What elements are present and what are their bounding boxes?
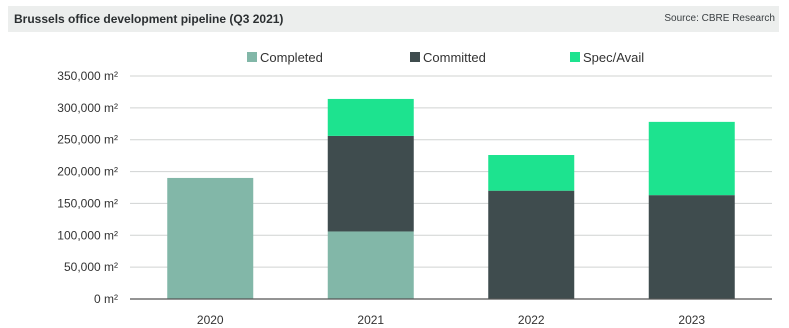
y-tick-label: 200,000 m² xyxy=(57,165,118,179)
bar-segment xyxy=(327,231,414,299)
legend-swatch xyxy=(247,52,257,62)
x-tick-label: 2021 xyxy=(357,313,384,327)
y-tick-label: 300,000 m² xyxy=(57,101,118,115)
legend-label: Committed xyxy=(423,50,486,65)
bar-segment xyxy=(327,98,414,136)
bar-segment xyxy=(167,177,254,299)
legend-label: Completed xyxy=(260,50,323,65)
x-tick-label: 2020 xyxy=(197,313,224,327)
y-tick-label: 50,000 m² xyxy=(64,260,118,274)
y-tick-label: 250,000 m² xyxy=(57,133,118,147)
legend-swatch xyxy=(410,52,420,62)
legend-swatch xyxy=(570,52,580,62)
y-tick-label: 150,000 m² xyxy=(57,196,118,210)
header-bar xyxy=(8,6,779,32)
bar-segment xyxy=(488,155,575,191)
y-tick-label: 100,000 m² xyxy=(57,228,118,242)
x-tick-label: 2023 xyxy=(678,313,705,327)
y-tick-label: 350,000 m² xyxy=(57,69,118,83)
bar-segment xyxy=(488,190,575,299)
bar-segment xyxy=(648,195,735,299)
chart-title: Brussels office development pipeline (Q3… xyxy=(14,12,284,26)
legend-label: Spec/Avail xyxy=(583,50,644,65)
bar-segment xyxy=(327,135,414,232)
x-tick-label: 2022 xyxy=(518,313,545,327)
bar-segment xyxy=(648,121,735,196)
source-note: Source: CBRE Research xyxy=(664,13,775,24)
y-tick-label: 0 m² xyxy=(94,292,118,306)
